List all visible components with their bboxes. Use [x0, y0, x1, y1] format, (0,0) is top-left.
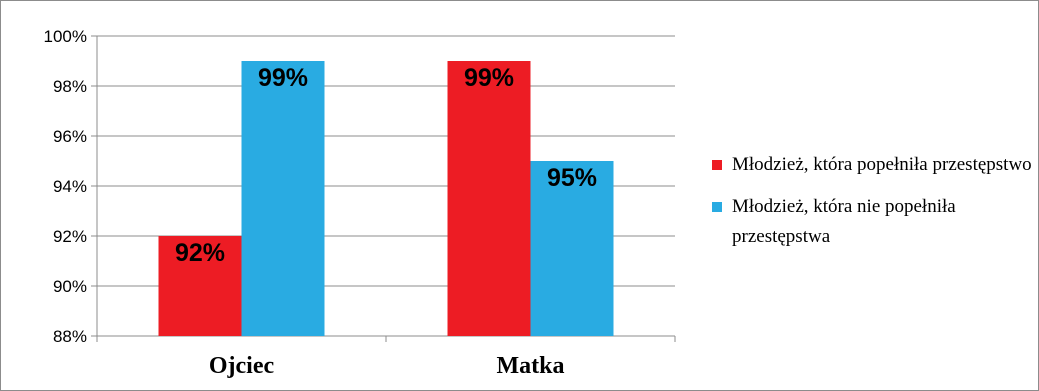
data-label-ojciec-series-2: 99% — [258, 64, 308, 92]
legend-label-series-2: Młodzież, która nie popełniła przestępst… — [732, 196, 956, 247]
legend-item-series-1: Młodzież, która popełniła przestępstwo — [712, 150, 1032, 180]
x-category-label-ojciec: Ojciec — [209, 353, 275, 379]
y-tick-label-100: 100% — [44, 27, 87, 46]
data-label-matka-series-2: 95% — [547, 164, 597, 192]
bar-matka-series-2 — [530, 161, 614, 336]
y-tick-label-88: 88% — [53, 327, 87, 346]
legend-swatch-blue — [712, 202, 722, 212]
y-tick-label-94: 94% — [53, 177, 87, 196]
legend-swatch-red — [712, 160, 722, 170]
y-tick-label-92: 92% — [53, 227, 87, 246]
bar-ojciec-series-2 — [241, 61, 325, 336]
bar-ojciec-series-1 — [158, 236, 242, 336]
x-category-label-matka: Matka — [497, 353, 565, 379]
y-tick-label-90: 90% — [53, 277, 87, 296]
bar-matka-series-1 — [447, 61, 531, 336]
y-tick-label-96: 96% — [53, 127, 87, 146]
y-tick-label-98: 98% — [53, 77, 87, 96]
data-label-matka-series-1: 99% — [464, 64, 514, 92]
legend-item-series-2: Młodzież, która nie popełniła przestępst… — [712, 192, 1032, 252]
chart-legend: Młodzież, która popełniła przestępstwo M… — [712, 150, 1032, 264]
data-label-ojciec-series-1: 92% — [175, 239, 225, 267]
legend-label-series-1: Młodzież, która popełniła przestępstwo — [732, 154, 1032, 175]
